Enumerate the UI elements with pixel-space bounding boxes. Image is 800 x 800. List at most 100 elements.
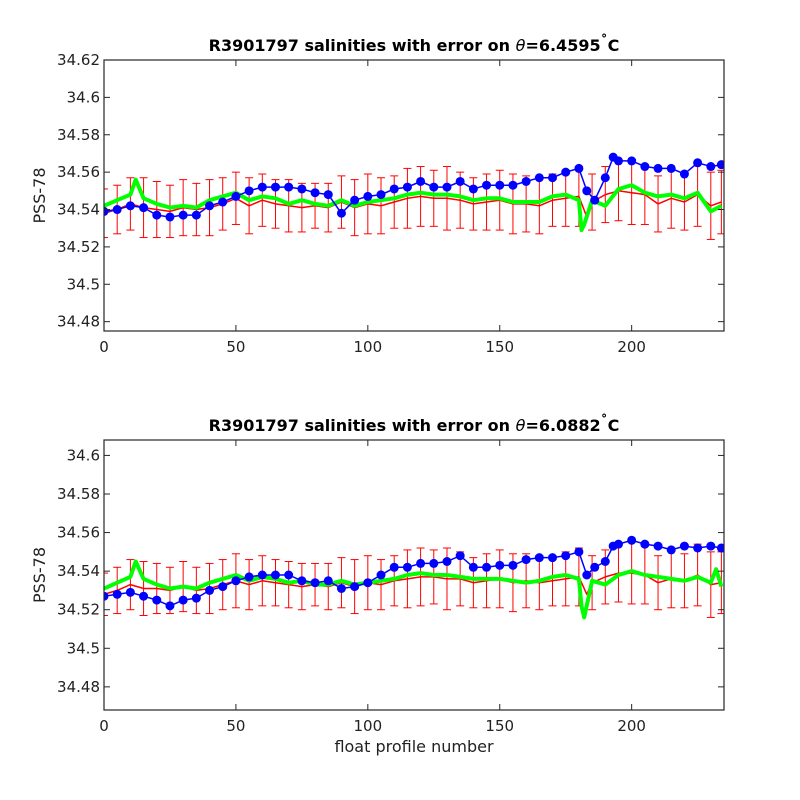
data-point xyxy=(613,539,623,549)
data-point xyxy=(679,541,689,551)
x-tick-label: 100 xyxy=(354,338,383,356)
data-point xyxy=(482,180,492,190)
data-point xyxy=(548,173,558,183)
data-point xyxy=(231,191,241,201)
data-point xyxy=(613,156,623,166)
x-tick-label: 0 xyxy=(99,717,109,735)
data-point xyxy=(640,539,650,549)
y-axis-label: PSS-78 xyxy=(30,547,49,603)
y-tick-label: 34.48 xyxy=(57,678,100,696)
data-point xyxy=(600,557,610,566)
data-point xyxy=(336,584,346,593)
y-tick-label: 34.58 xyxy=(57,485,100,503)
data-point xyxy=(582,570,592,580)
data-point xyxy=(429,558,439,568)
x-tick-label: 150 xyxy=(485,717,514,735)
x-tick-label: 200 xyxy=(617,338,646,356)
data-point xyxy=(191,593,201,603)
data-point xyxy=(218,582,228,592)
data-point xyxy=(310,578,320,588)
plot-marks xyxy=(104,535,724,620)
data-point xyxy=(627,535,637,545)
data-point xyxy=(165,601,175,611)
data-point xyxy=(561,167,571,177)
data-point xyxy=(716,543,724,553)
data-point xyxy=(574,547,584,557)
data-point xyxy=(257,182,267,192)
axes-frame xyxy=(103,439,725,711)
series-line-1 xyxy=(104,177,723,233)
x-tick-label: 50 xyxy=(226,338,245,356)
data-point xyxy=(310,188,320,198)
data-point xyxy=(363,578,373,588)
y-tick-label: 34.62 xyxy=(57,51,100,69)
x-tick-label: 150 xyxy=(485,338,514,356)
data-point xyxy=(244,572,254,582)
title-value: =6.4595 xyxy=(525,36,600,55)
data-point xyxy=(376,570,386,580)
data-point xyxy=(468,562,478,572)
y-tick-label: 34.56 xyxy=(57,524,100,542)
axes-frame xyxy=(103,59,725,332)
data-point xyxy=(350,582,360,592)
data-point xyxy=(534,173,544,183)
data-point xyxy=(508,180,518,190)
data-point xyxy=(534,553,544,563)
data-point xyxy=(323,190,333,200)
data-point xyxy=(270,182,280,192)
data-point xyxy=(125,201,135,211)
title-prefix: R3901797 salinities with error on xyxy=(209,36,516,55)
data-point xyxy=(104,591,109,601)
data-point xyxy=(482,562,492,572)
data-point xyxy=(139,591,149,601)
series-markers xyxy=(104,152,724,222)
title-theta: θ xyxy=(516,416,526,435)
data-point xyxy=(495,180,505,190)
title-unit: C xyxy=(608,416,620,435)
data-point xyxy=(165,212,175,222)
y-tick-label: 34.6 xyxy=(67,88,100,106)
data-point xyxy=(666,545,676,555)
y-tick-label: 34.52 xyxy=(57,601,100,619)
data-point xyxy=(218,197,228,207)
data-point xyxy=(693,158,703,168)
data-point xyxy=(402,562,412,572)
data-point xyxy=(350,195,360,205)
data-point xyxy=(653,163,663,173)
data-point xyxy=(363,191,373,201)
data-point xyxy=(653,541,663,551)
data-point xyxy=(442,182,452,192)
title-degree: ˚ xyxy=(601,33,608,50)
title-unit: C xyxy=(608,36,620,55)
data-point xyxy=(178,595,188,605)
title-value: =6.0882 xyxy=(525,416,600,435)
data-point xyxy=(284,570,294,580)
data-point xyxy=(112,589,122,599)
data-point xyxy=(590,562,600,572)
data-point xyxy=(376,190,386,200)
data-point xyxy=(640,162,650,172)
y-tick-label: 34.6 xyxy=(67,446,100,464)
data-point xyxy=(590,195,600,205)
x-tick-label: 0 xyxy=(99,338,109,356)
data-point xyxy=(112,205,122,215)
data-point xyxy=(508,560,518,570)
y-tick-label: 34.54 xyxy=(57,201,100,219)
data-point xyxy=(191,210,201,220)
title-prefix: R3901797 salinities with error on xyxy=(209,416,516,435)
data-point xyxy=(257,570,267,580)
data-point xyxy=(600,173,610,183)
data-point xyxy=(336,208,346,218)
x-tick-label: 200 xyxy=(617,717,646,735)
data-point xyxy=(402,182,412,192)
bottom-salinity-panel: 0 50 100 150 200 34.48 34.5 34.52 34.54 34.56 34.5… xyxy=(30,413,725,756)
top-salinity-panel: 0 50 100 150 200 34.48 34.5 34.52 34.54 34.56 34.5… xyxy=(30,33,725,356)
chart-title: R3901797 salinities with error on θ=6.45… xyxy=(209,33,620,55)
title-theta: θ xyxy=(516,36,526,55)
data-point xyxy=(574,163,584,173)
data-point xyxy=(561,551,571,561)
data-point xyxy=(125,587,135,597)
data-point xyxy=(706,541,716,551)
data-point xyxy=(627,156,637,166)
